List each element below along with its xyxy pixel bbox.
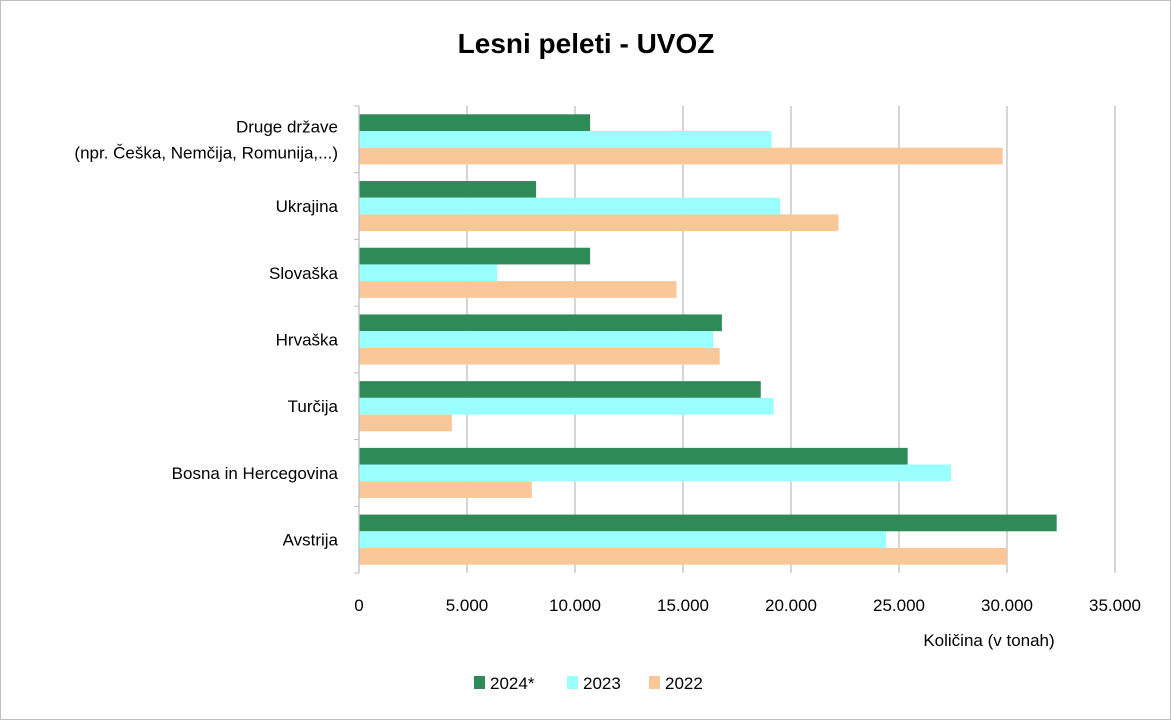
bar bbox=[359, 247, 591, 265]
bar bbox=[359, 314, 722, 332]
x-axis-title: Količina (v tonah) bbox=[923, 631, 1054, 650]
bar bbox=[359, 414, 452, 432]
bar bbox=[359, 397, 774, 415]
legend: 2024* 2023 2022 bbox=[474, 674, 703, 693]
category-label: Bosna in Hercegovina bbox=[172, 464, 339, 483]
bar bbox=[359, 547, 1007, 565]
bar bbox=[359, 147, 1003, 165]
category-label: Ukrajina bbox=[276, 197, 339, 216]
legend-label: 2023 bbox=[583, 674, 621, 693]
category-labels: Druge države (npr. Češka, Nemčija, Romuni… bbox=[74, 117, 338, 549]
legend-label: 2024* bbox=[490, 674, 535, 693]
bar bbox=[359, 514, 1057, 532]
bar bbox=[359, 447, 908, 465]
legend-swatch bbox=[567, 676, 578, 689]
bar bbox=[359, 264, 498, 282]
bar bbox=[359, 347, 720, 365]
bar bbox=[359, 281, 677, 298]
category-label: (npr. Češka, Nemčija, Romunija,...) bbox=[74, 143, 338, 162]
bars bbox=[359, 114, 1057, 565]
x-tick-label: 35.000 bbox=[1089, 596, 1141, 615]
category-label: Druge države bbox=[236, 117, 338, 136]
x-tick-label: 5.000 bbox=[446, 596, 489, 615]
bar bbox=[359, 114, 591, 132]
category-label: Avstrija bbox=[283, 531, 339, 550]
chart-title: Lesni peleti - UVOZ bbox=[458, 28, 715, 59]
bar bbox=[359, 481, 532, 498]
bar bbox=[359, 131, 772, 148]
bar bbox=[359, 381, 761, 398]
x-tick-label: 30.000 bbox=[981, 596, 1033, 615]
bar bbox=[359, 531, 887, 548]
x-tick-label: 15.000 bbox=[657, 596, 709, 615]
category-label: Slovaška bbox=[269, 264, 339, 283]
axes bbox=[354, 105, 360, 574]
x-tick-label: 0 bbox=[354, 596, 363, 615]
legend-swatch bbox=[649, 676, 660, 689]
x-tick-label: 10.000 bbox=[549, 596, 601, 615]
bar bbox=[359, 214, 839, 232]
category-label: Turčija bbox=[288, 397, 339, 416]
legend-label: 2022 bbox=[665, 674, 703, 693]
bar bbox=[359, 464, 951, 482]
legend-swatch bbox=[474, 676, 485, 689]
x-tick-label: 20.000 bbox=[765, 596, 817, 615]
bar bbox=[359, 197, 781, 215]
x-tick-label: 25.000 bbox=[873, 596, 925, 615]
bar bbox=[359, 181, 537, 198]
category-label: Hrvaška bbox=[276, 331, 339, 350]
bar bbox=[359, 331, 714, 348]
x-tick-labels: 0 5.000 10.000 15.000 20.000 25.000 30.000 35.0… bbox=[354, 596, 1141, 615]
